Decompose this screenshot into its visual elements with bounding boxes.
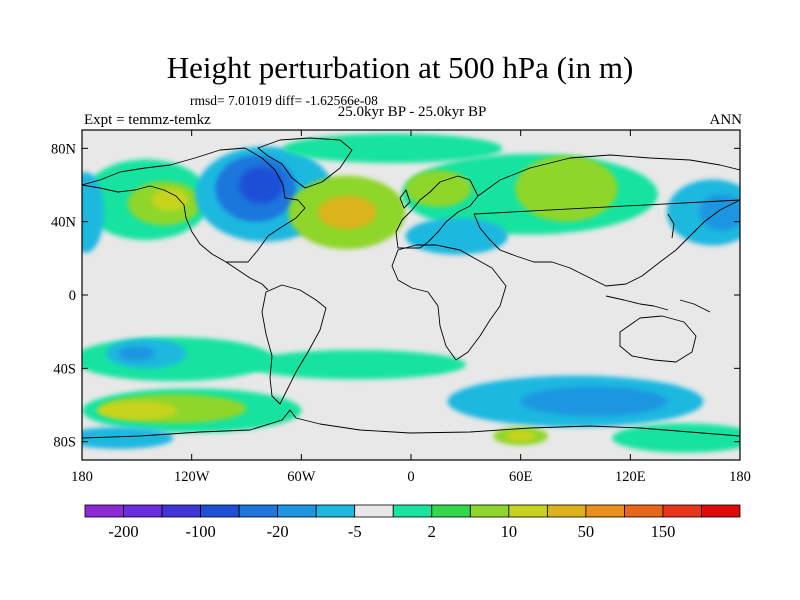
colorbar-swatch xyxy=(84,504,124,518)
coastlines xyxy=(82,137,740,439)
colorbar-swatch xyxy=(701,504,741,518)
lon-tick-label: 120W xyxy=(174,469,210,485)
colorbar: -200 -100 -20 -5 2 10 50 150 xyxy=(84,504,741,541)
colorbar-label: -100 xyxy=(185,522,215,541)
coastline-europe xyxy=(395,175,479,249)
colorbar-swatch xyxy=(546,504,587,518)
lon-tick-label: 180 xyxy=(729,469,751,485)
coastline-greenland xyxy=(257,137,353,189)
anomaly-region-siberia-ridge xyxy=(515,155,618,222)
anomaly-region-north-america-core xyxy=(239,166,284,204)
colorbar-swatch xyxy=(624,504,664,518)
anomaly-region-arctic-positive xyxy=(283,133,503,163)
coastline-asia xyxy=(473,154,740,287)
coastline-africa xyxy=(391,244,507,361)
stats-label: rmsd= 7.01019 diff= -1.62566e-08 xyxy=(190,93,378,108)
coastline-australia xyxy=(619,315,697,363)
coastline-indonesia xyxy=(605,295,711,313)
colorbar-swatch xyxy=(161,504,201,518)
lat-tick-label: 0 xyxy=(69,288,76,304)
anomaly-region-north-atlantic-core xyxy=(317,196,377,229)
lon-tick-label: 60E xyxy=(509,469,533,485)
experiment-label: Expt = temmz-temkz xyxy=(84,112,211,128)
colorbar-swatch xyxy=(431,504,471,518)
anomaly-region-south-atlantic-band xyxy=(246,350,466,380)
period-label: 25.0kyr BP - 25.0kyr BP xyxy=(337,104,487,120)
coastline-south-america xyxy=(261,284,327,405)
coastline-north-america xyxy=(82,147,306,263)
anomaly-region-west-pacific-core xyxy=(699,194,740,231)
lat-tick-label: 40S xyxy=(53,361,76,377)
colorbar-label: 50 xyxy=(578,522,595,541)
colorbar-swatch xyxy=(123,504,163,518)
colorbar-label: 150 xyxy=(651,522,676,541)
anomaly-region-mediterranean-negative xyxy=(405,218,508,255)
colorbar-label: 10 xyxy=(501,522,518,541)
anomaly-region-east-antarctic-band xyxy=(612,423,740,453)
anomaly-region-south-indian-core xyxy=(520,386,667,417)
anomaly-region-south-pacific-low-core xyxy=(118,346,156,361)
anomaly-region-europe-ridge xyxy=(405,170,472,208)
colorbar-label: -200 xyxy=(108,522,138,541)
plot-title: Height perturbation at 500 hPa (in m) xyxy=(166,50,634,85)
season-label: ANN xyxy=(709,112,743,128)
colorbar-label: -5 xyxy=(348,522,362,541)
colorbar-swatch xyxy=(469,504,510,518)
colorbar-swatch xyxy=(277,504,317,518)
anomaly-region-southern-ocean-core xyxy=(96,401,178,420)
lat-tick-label: 80S xyxy=(53,435,76,451)
anomaly-region-north-pacific-max xyxy=(151,188,189,211)
colorbar-label: 2 xyxy=(428,522,436,541)
axis-ticks: 80N 40N 0 40S 80S 180 120W 60W 0 60E 120E 180 xyxy=(51,130,751,485)
colorbar-swatch xyxy=(315,504,356,518)
colorbar-swatch xyxy=(662,504,702,518)
coastline-japan xyxy=(667,213,675,239)
lon-tick-label: 60W xyxy=(287,469,316,485)
lat-tick-label: 80N xyxy=(51,141,77,157)
coastline-antarctica xyxy=(82,409,740,439)
anomaly-region-west-antarctic-negative xyxy=(82,427,174,449)
lon-tick-label: 0 xyxy=(407,469,414,485)
lon-tick-label: 120E xyxy=(615,469,646,485)
colorbar-swatch xyxy=(354,504,394,518)
colorbar-swatch xyxy=(392,504,433,518)
colorbar-swatch xyxy=(238,504,279,518)
coastline-central-america xyxy=(225,261,269,291)
coastline-uk xyxy=(399,189,411,209)
anomaly-region-antarctic-positive-core xyxy=(506,430,536,442)
colorbar-label: -20 xyxy=(267,522,289,541)
lon-tick-label: 180 xyxy=(71,469,93,485)
anomaly-region-dateline-negative xyxy=(82,172,104,253)
lat-tick-label: 40N xyxy=(51,215,77,231)
colorbar-swatch xyxy=(508,504,548,518)
colorbar-swatch xyxy=(200,504,240,518)
colorbar-swatch xyxy=(585,504,625,518)
anomaly-contours xyxy=(82,133,740,453)
